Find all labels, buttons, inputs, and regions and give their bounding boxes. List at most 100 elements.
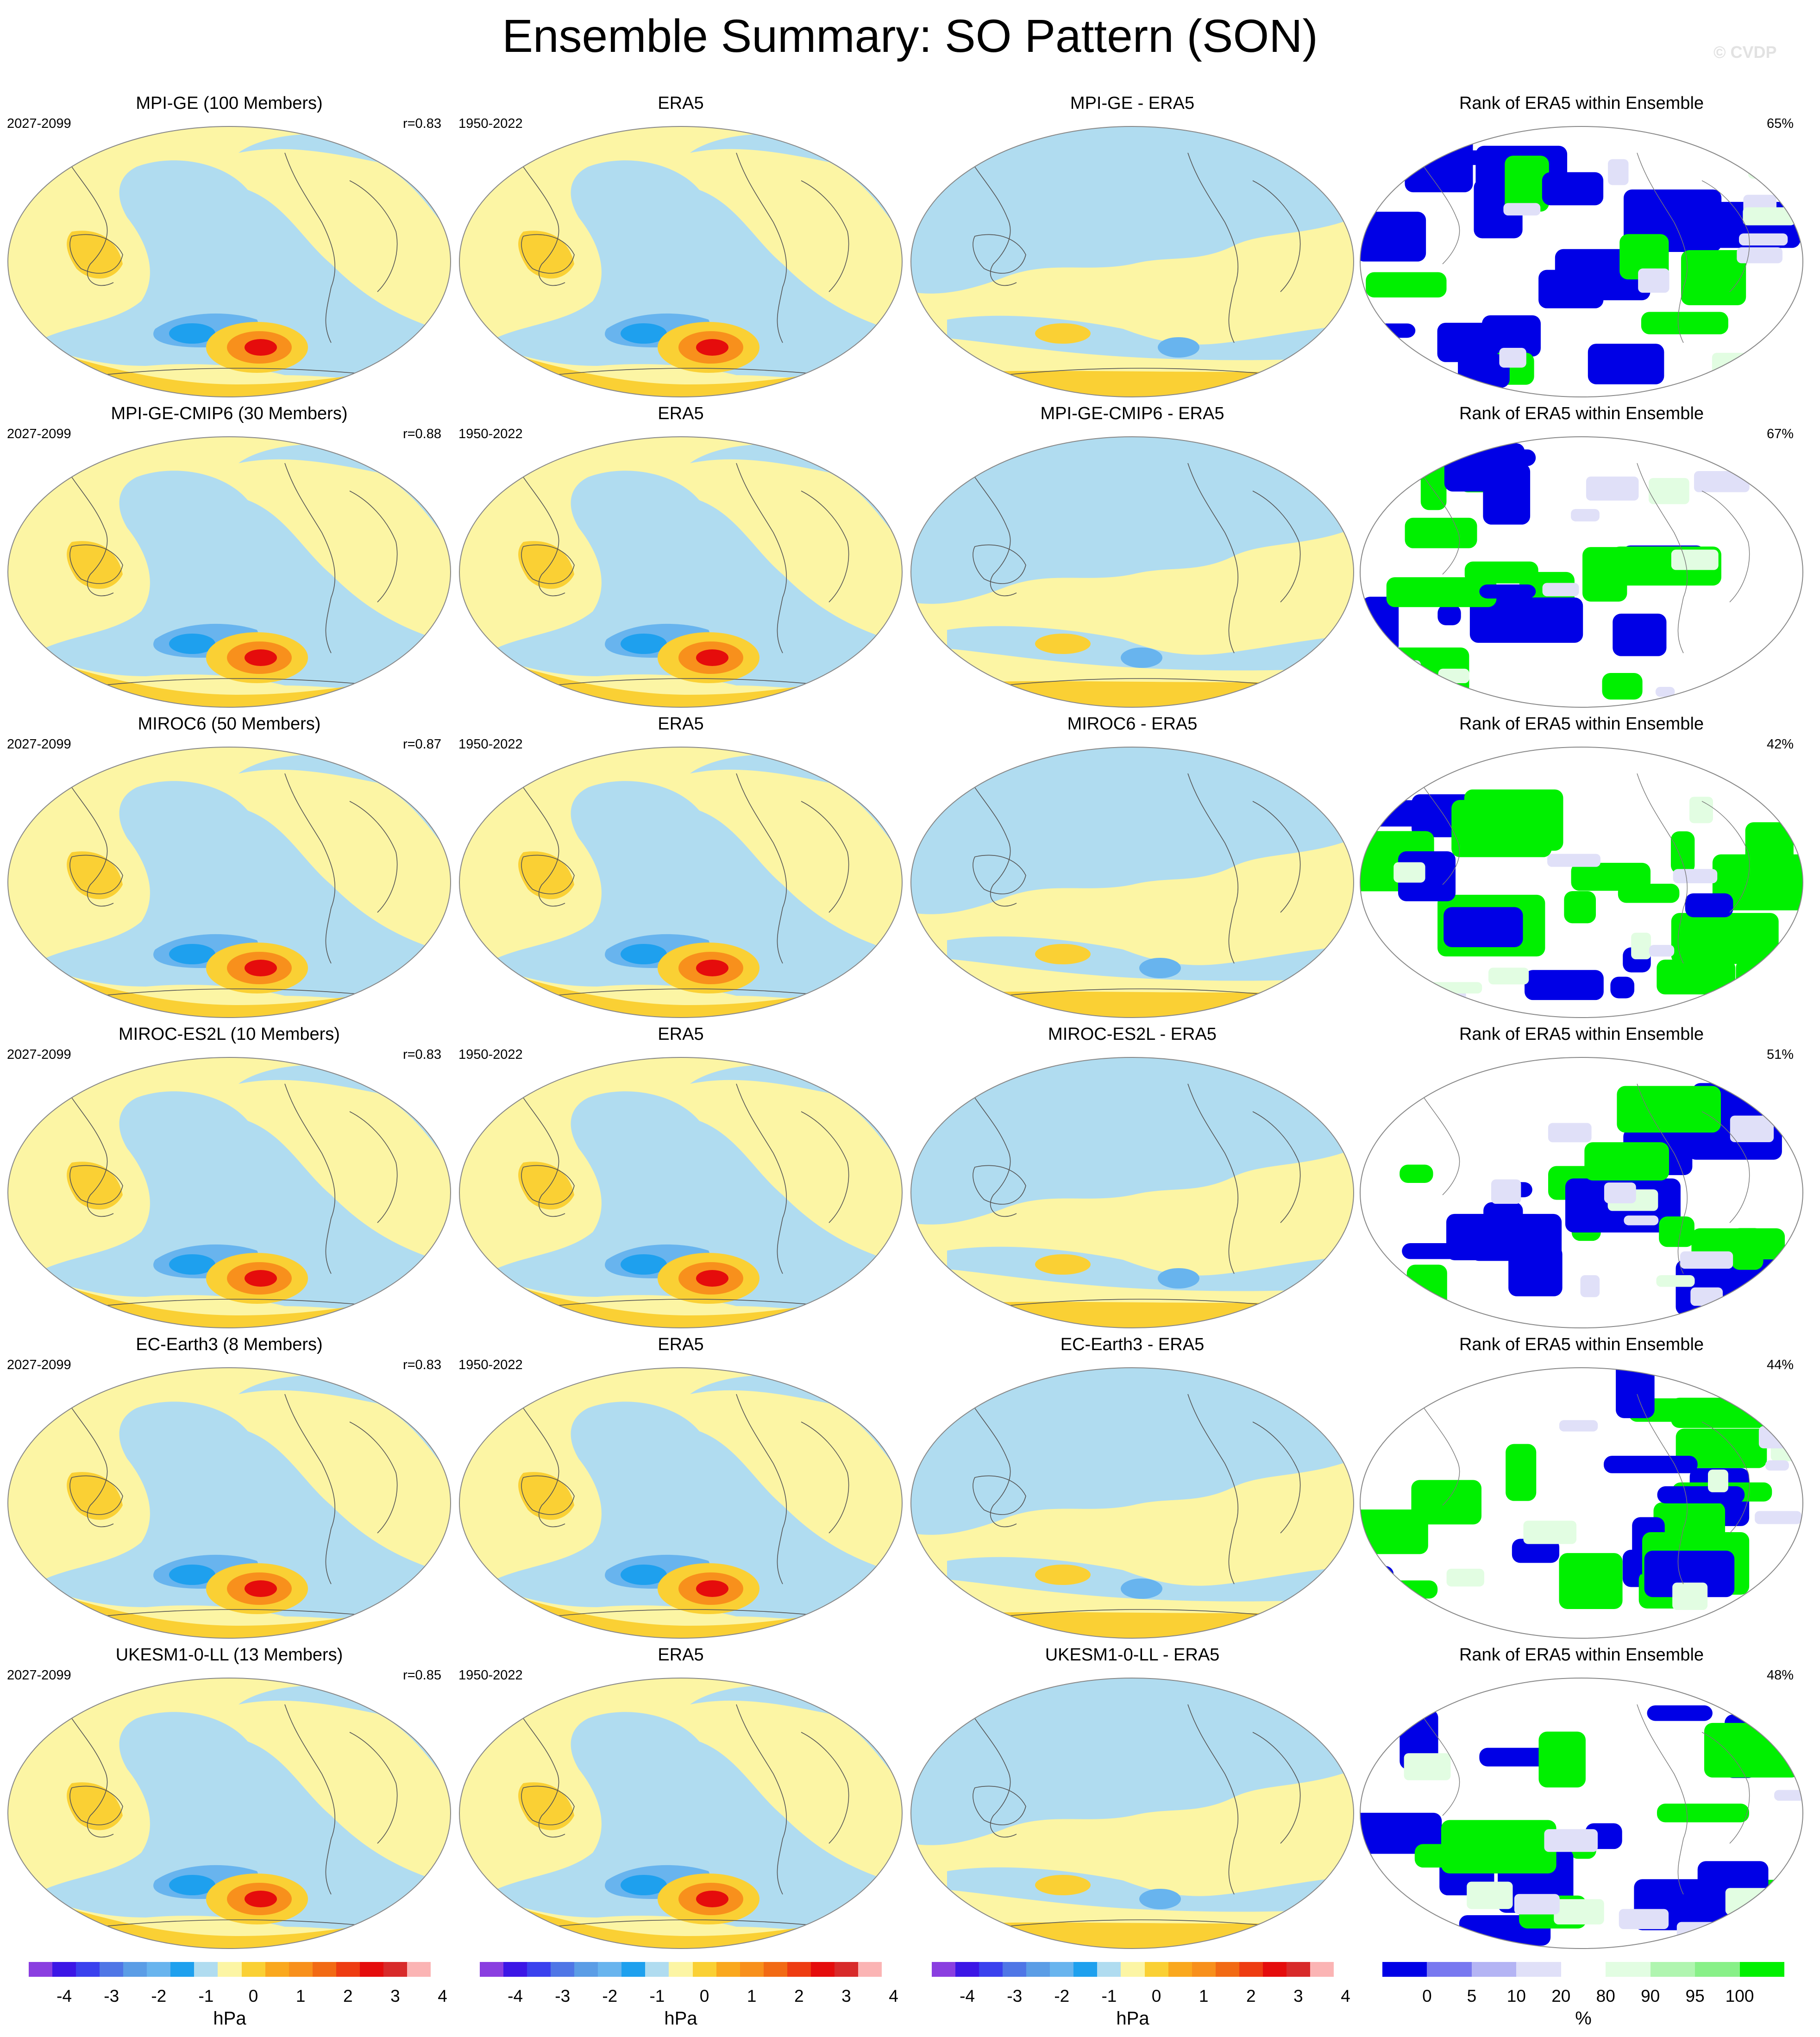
moderate-rank-region xyxy=(1554,1899,1604,1924)
map-panel: MPI-GE - ERA5 xyxy=(910,93,1355,397)
map-panel: ERA5 1950-2022 xyxy=(458,1334,903,1639)
panel-rank-percent: 65% xyxy=(1766,116,1794,131)
positive-anomaly-australia xyxy=(67,541,123,589)
high-rank-region xyxy=(1559,1553,1623,1609)
positive-anomaly-australia xyxy=(518,1782,574,1830)
colorbar-swatch xyxy=(1097,1962,1121,1977)
positive-difference-core xyxy=(1035,1875,1091,1895)
colorbar-swatch xyxy=(1168,1962,1192,1977)
low-rank-region xyxy=(1360,1812,1442,1854)
high-rank-region xyxy=(1441,1820,1556,1874)
colorbar-tick-label: -3 xyxy=(1007,1987,1023,2006)
colorbar-swatch xyxy=(810,1962,835,1977)
colorbar-swatches xyxy=(29,1962,431,1977)
colorbar-tick-label: 3 xyxy=(841,1987,851,2006)
low-rank-region xyxy=(1402,1243,1469,1259)
negative-anomaly-region xyxy=(486,1091,902,1315)
panel-rank-percent: 51% xyxy=(1766,1047,1794,1062)
positive-anomaly-center xyxy=(245,1270,277,1287)
colorbar-tick-label: -4 xyxy=(508,1987,523,2006)
high-rank-region xyxy=(1641,312,1728,334)
map-panel: Rank of ERA5 within Ensemble 44% xyxy=(1359,1334,1804,1639)
positive-difference-band xyxy=(911,681,1354,707)
moderate-rank-region xyxy=(1774,1790,1803,1801)
colorbar-swatch xyxy=(1286,1962,1311,1977)
colorbar-tick-label: 2 xyxy=(794,1987,804,2006)
high-rank-region xyxy=(1602,673,1643,700)
positive-difference-band xyxy=(911,1612,1354,1638)
map-outline xyxy=(910,1678,1354,1949)
map-panel: MIROC-ES2L (10 Members) 2027-2099 r=0.83 xyxy=(7,1024,452,1328)
panel-period-label: 1950-2022 xyxy=(458,1668,523,1683)
panel-period-label: 1950-2022 xyxy=(458,427,523,441)
map-panel: MPI-GE-CMIP6 - ERA5 xyxy=(910,403,1355,708)
colorbar-tick-label: 3 xyxy=(1293,1987,1303,2006)
map-panel: UKESM1-0-LL (13 Members) 2027-2099 r=0.85 xyxy=(7,1644,452,1949)
positive-anomaly-center xyxy=(245,960,277,976)
moderate-rank-region xyxy=(1730,1115,1774,1143)
low-rank-region xyxy=(1437,322,1498,362)
panel-period-label: 1950-2022 xyxy=(458,1358,523,1372)
panel-title: Rank of ERA5 within Ensemble xyxy=(1459,94,1704,113)
negative-anomaly-center xyxy=(169,1565,215,1585)
positive-anomaly-australia xyxy=(518,541,574,589)
negative-difference-region xyxy=(911,1368,1354,1535)
high-rank-region xyxy=(1571,862,1651,891)
coastlines xyxy=(514,152,849,376)
map-outline xyxy=(7,1057,451,1328)
low-rank-region xyxy=(1361,800,1437,827)
negative-anomaly-center xyxy=(621,1254,667,1275)
panel-title: Rank of ERA5 within Ensemble xyxy=(1459,1025,1704,1044)
coastlines xyxy=(1414,152,1750,343)
moderate-rank-region xyxy=(1780,1391,1803,1414)
coastlines xyxy=(1414,773,1750,964)
colorbar-tick-label: 0 xyxy=(248,1987,258,2006)
negative-anomaly-center xyxy=(621,944,667,964)
colorbar-swatch xyxy=(574,1962,598,1977)
low-rank-region xyxy=(1405,127,1473,193)
map-outline xyxy=(1360,1367,1803,1639)
positive-anomaly-australia xyxy=(67,1782,123,1830)
panel-title: ERA5 xyxy=(658,714,704,734)
map-outline xyxy=(7,1678,451,1949)
colorbar-swatch xyxy=(265,1962,289,1977)
colorbar-swatch xyxy=(527,1962,551,1977)
colorbar-swatch xyxy=(979,1962,1003,1977)
panel-title: ERA5 xyxy=(658,1645,704,1665)
anomaly-map xyxy=(910,436,1354,708)
panel-title: MPI-GE (100 Members) xyxy=(136,94,323,113)
positive-anomaly-center xyxy=(245,649,277,666)
low-rank-region xyxy=(1470,1236,1517,1261)
colorbar-swatch xyxy=(621,1962,646,1977)
moderate-rank-region xyxy=(1488,968,1529,985)
moderate-rank-region xyxy=(1680,1251,1733,1269)
colorbar-swatch xyxy=(76,1962,100,1977)
negative-anomaly-region xyxy=(35,781,451,1005)
negative-anomaly-region xyxy=(486,1712,902,1936)
map-panel: ERA5 1950-2022 xyxy=(458,403,903,708)
map-outline xyxy=(7,1367,451,1639)
colorbar-tick-label: 4 xyxy=(438,1987,447,2006)
high-rank-region xyxy=(1400,1164,1433,1183)
panel-correlation-label: r=0.83 xyxy=(402,116,441,131)
colorbar-swatch xyxy=(52,1962,76,1977)
positive-difference-core xyxy=(1035,323,1091,344)
colorbar-units: % xyxy=(1575,2008,1592,2029)
colorbar: -4 -3 -2 -1 0 1 2 3 4 hPa xyxy=(932,1962,1350,2029)
map-panel: ERA5 1950-2022 xyxy=(458,93,903,397)
coastlines xyxy=(514,773,849,996)
moderate-rank-region xyxy=(1708,1469,1728,1492)
map-panel: MPI-GE-CMIP6 (30 Members) 2027-2099 r=0.88 xyxy=(7,403,452,708)
positive-anomaly-center xyxy=(696,1270,728,1287)
map-outline xyxy=(910,1367,1354,1639)
map-outline xyxy=(459,1367,903,1639)
map-outline xyxy=(1360,126,1803,397)
map-panel: ERA5 1950-2022 xyxy=(458,1644,903,1949)
low-rank-region xyxy=(1360,212,1426,262)
rank-map xyxy=(1360,747,1803,1018)
moderate-rank-region xyxy=(1523,1521,1577,1544)
moderate-rank-region xyxy=(1673,869,1718,883)
colorbar-swatch xyxy=(1026,1962,1050,1977)
colorbar-swatch xyxy=(289,1962,313,1977)
moderate-rank-region xyxy=(1671,549,1719,570)
